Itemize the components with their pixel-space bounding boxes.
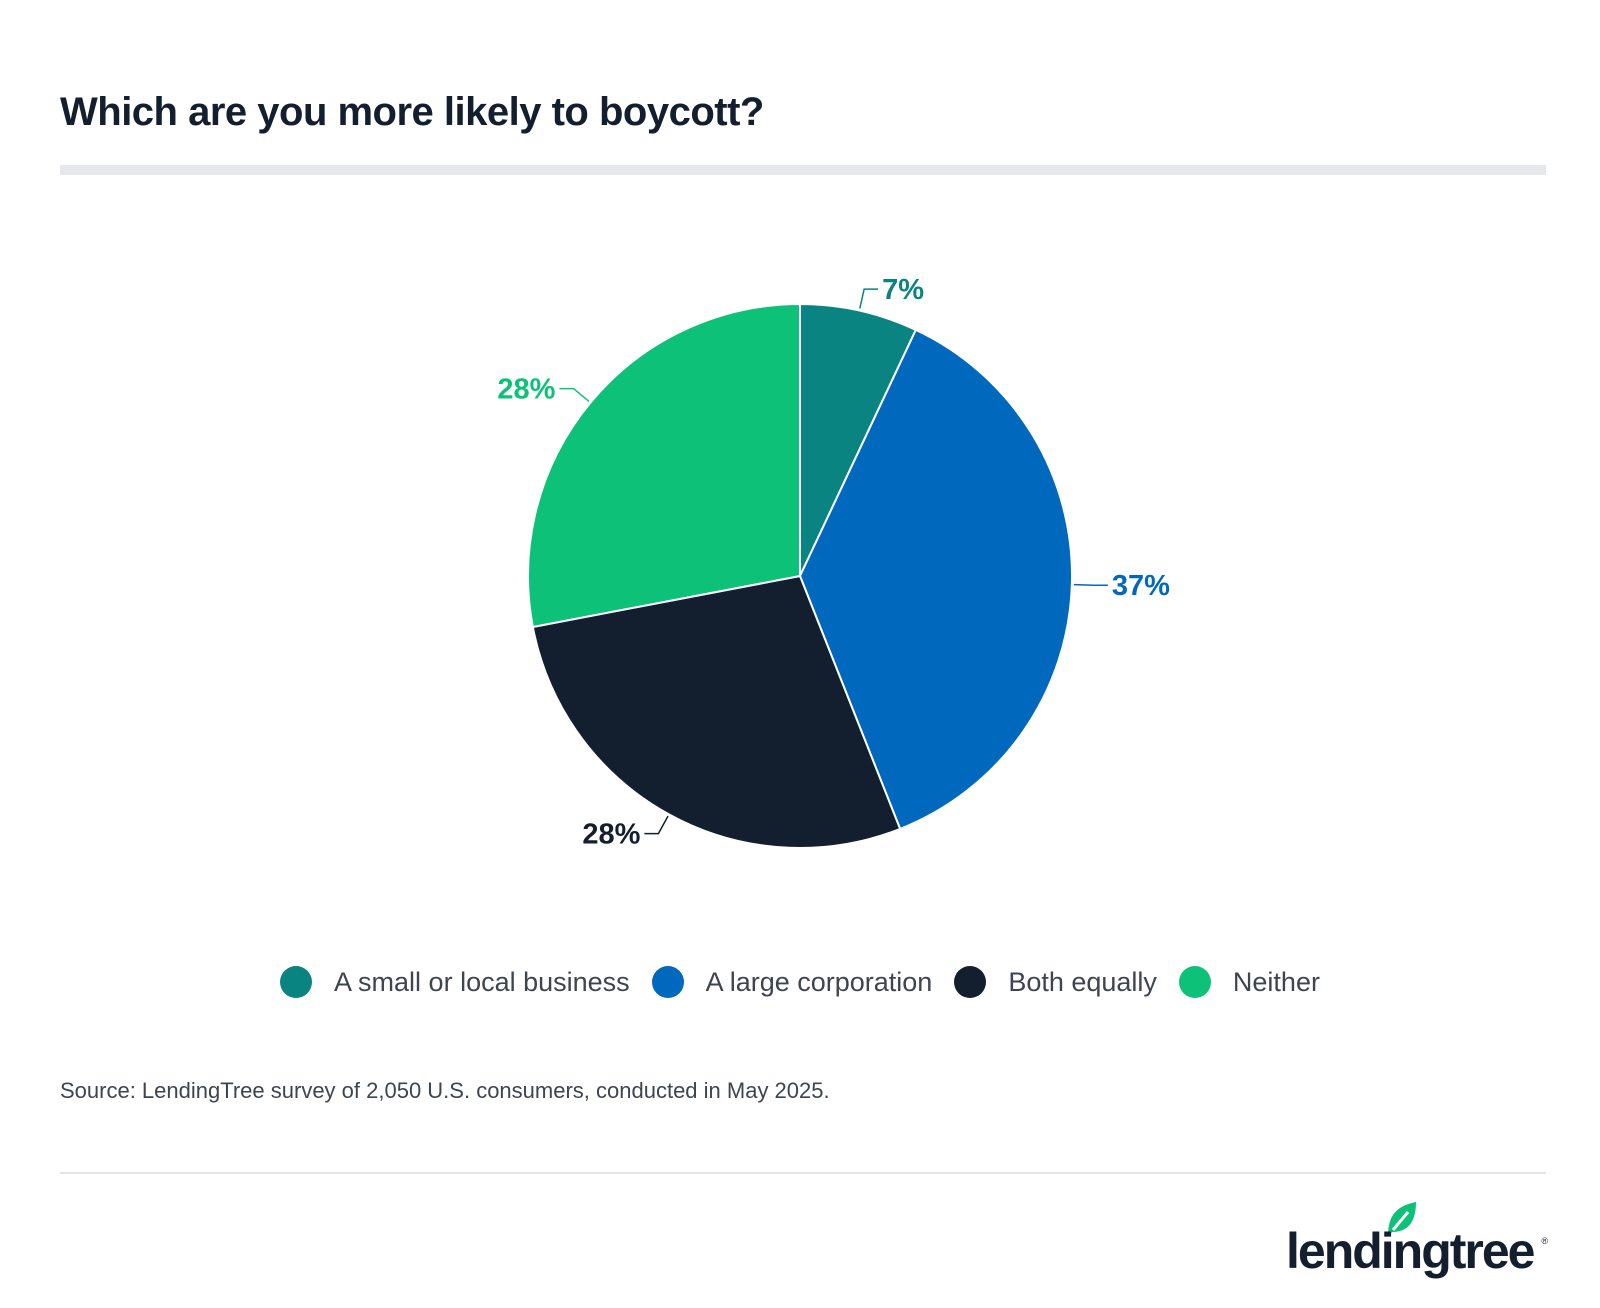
leader-line-a-large-corporation <box>1073 583 1108 586</box>
legend-swatch <box>954 966 987 998</box>
legend-label: A large corporation <box>705 966 933 997</box>
leader-line-a-small-or-local-business <box>859 288 879 309</box>
lendingtree-logo: lendingtree ® <box>1286 1200 1548 1282</box>
data-label-a-small-or-local-business: 7% <box>882 274 924 306</box>
legend-item-both-equally: Both equally <box>954 966 1157 998</box>
legend-item-a-large-corporation: A large corporation <box>651 966 933 998</box>
data-label-a-large-corporation: 37% <box>1112 570 1170 602</box>
data-label-neither: 28% <box>497 374 555 406</box>
data-label-both-equally: 28% <box>582 819 640 851</box>
title-divider <box>60 165 1546 175</box>
pie-slice-a-small-or-local-business <box>799 302 918 577</box>
legend-swatch <box>651 966 684 998</box>
pie-slice-a-large-corporation <box>798 328 1073 831</box>
chart-legend: A small or local business A large corpora… <box>0 962 1600 1002</box>
registered-mark: ® <box>1541 1236 1548 1246</box>
legend-item-a-small-or-local-business: A small or local business <box>280 966 630 998</box>
legend-label: A small or local business <box>334 966 630 997</box>
pie-slice-both-equally <box>531 574 902 849</box>
legend-label: Both equally <box>1008 966 1157 997</box>
leaf-icon <box>1388 1202 1416 1236</box>
leader-line-both-equally <box>644 815 669 835</box>
chart-title: Which are you more likely to boycott? <box>60 90 764 134</box>
footer-divider <box>60 1172 1546 1174</box>
leader-line-neither <box>559 387 590 402</box>
legend-swatch <box>1178 966 1211 998</box>
pie-slice-neither <box>527 302 801 629</box>
legend-swatch <box>280 966 313 998</box>
legend-label: Neither <box>1232 966 1320 997</box>
source-note: Source: LendingTree survey of 2,050 U.S.… <box>60 1078 830 1103</box>
logo-wordmark: lendingtree <box>1286 1223 1535 1279</box>
legend-item-neither: Neither <box>1178 966 1320 998</box>
